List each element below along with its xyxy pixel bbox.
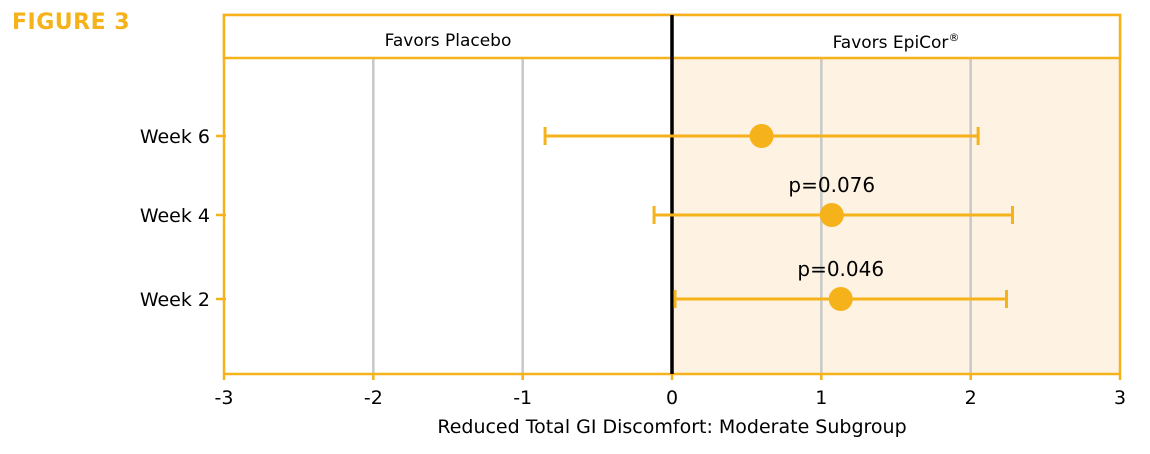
x-axis: -3 -2 -1 0 1 2 3 (215, 374, 1126, 409)
category-label: Week 4 (140, 205, 210, 227)
x-axis-label: Reduced Total GI Discomfort: Moderate Su… (437, 416, 906, 438)
point-estimate (819, 203, 844, 227)
category-label: Week 6 (140, 126, 210, 148)
x-tick-label: -2 (364, 387, 383, 409)
category-label: Week 2 (140, 289, 210, 311)
figure-label: FIGURE 3 (12, 10, 131, 35)
header-right-text: Favors EpiCor (833, 33, 949, 53)
x-tick-label: 1 (815, 387, 827, 409)
x-tick-label: -1 (513, 387, 532, 409)
point-estimate (749, 124, 774, 148)
registered-mark: ® (948, 31, 959, 44)
x-tick-label: 0 (666, 387, 678, 409)
header-right-label: Favors EpiCor® (833, 31, 960, 53)
x-tick-label: 2 (965, 387, 977, 409)
header-left-label: Favors Placebo (385, 31, 512, 51)
x-tick-label: -3 (215, 387, 234, 409)
x-tick-label: 3 (1114, 387, 1126, 409)
p-value-label: p=0.046 (797, 257, 884, 281)
p-value-label: p=0.076 (788, 173, 875, 197)
data-marks: Week 6 Week 4 p=0.076 Week 2 p=0.046 (140, 124, 1014, 311)
point-estimate (828, 287, 853, 311)
